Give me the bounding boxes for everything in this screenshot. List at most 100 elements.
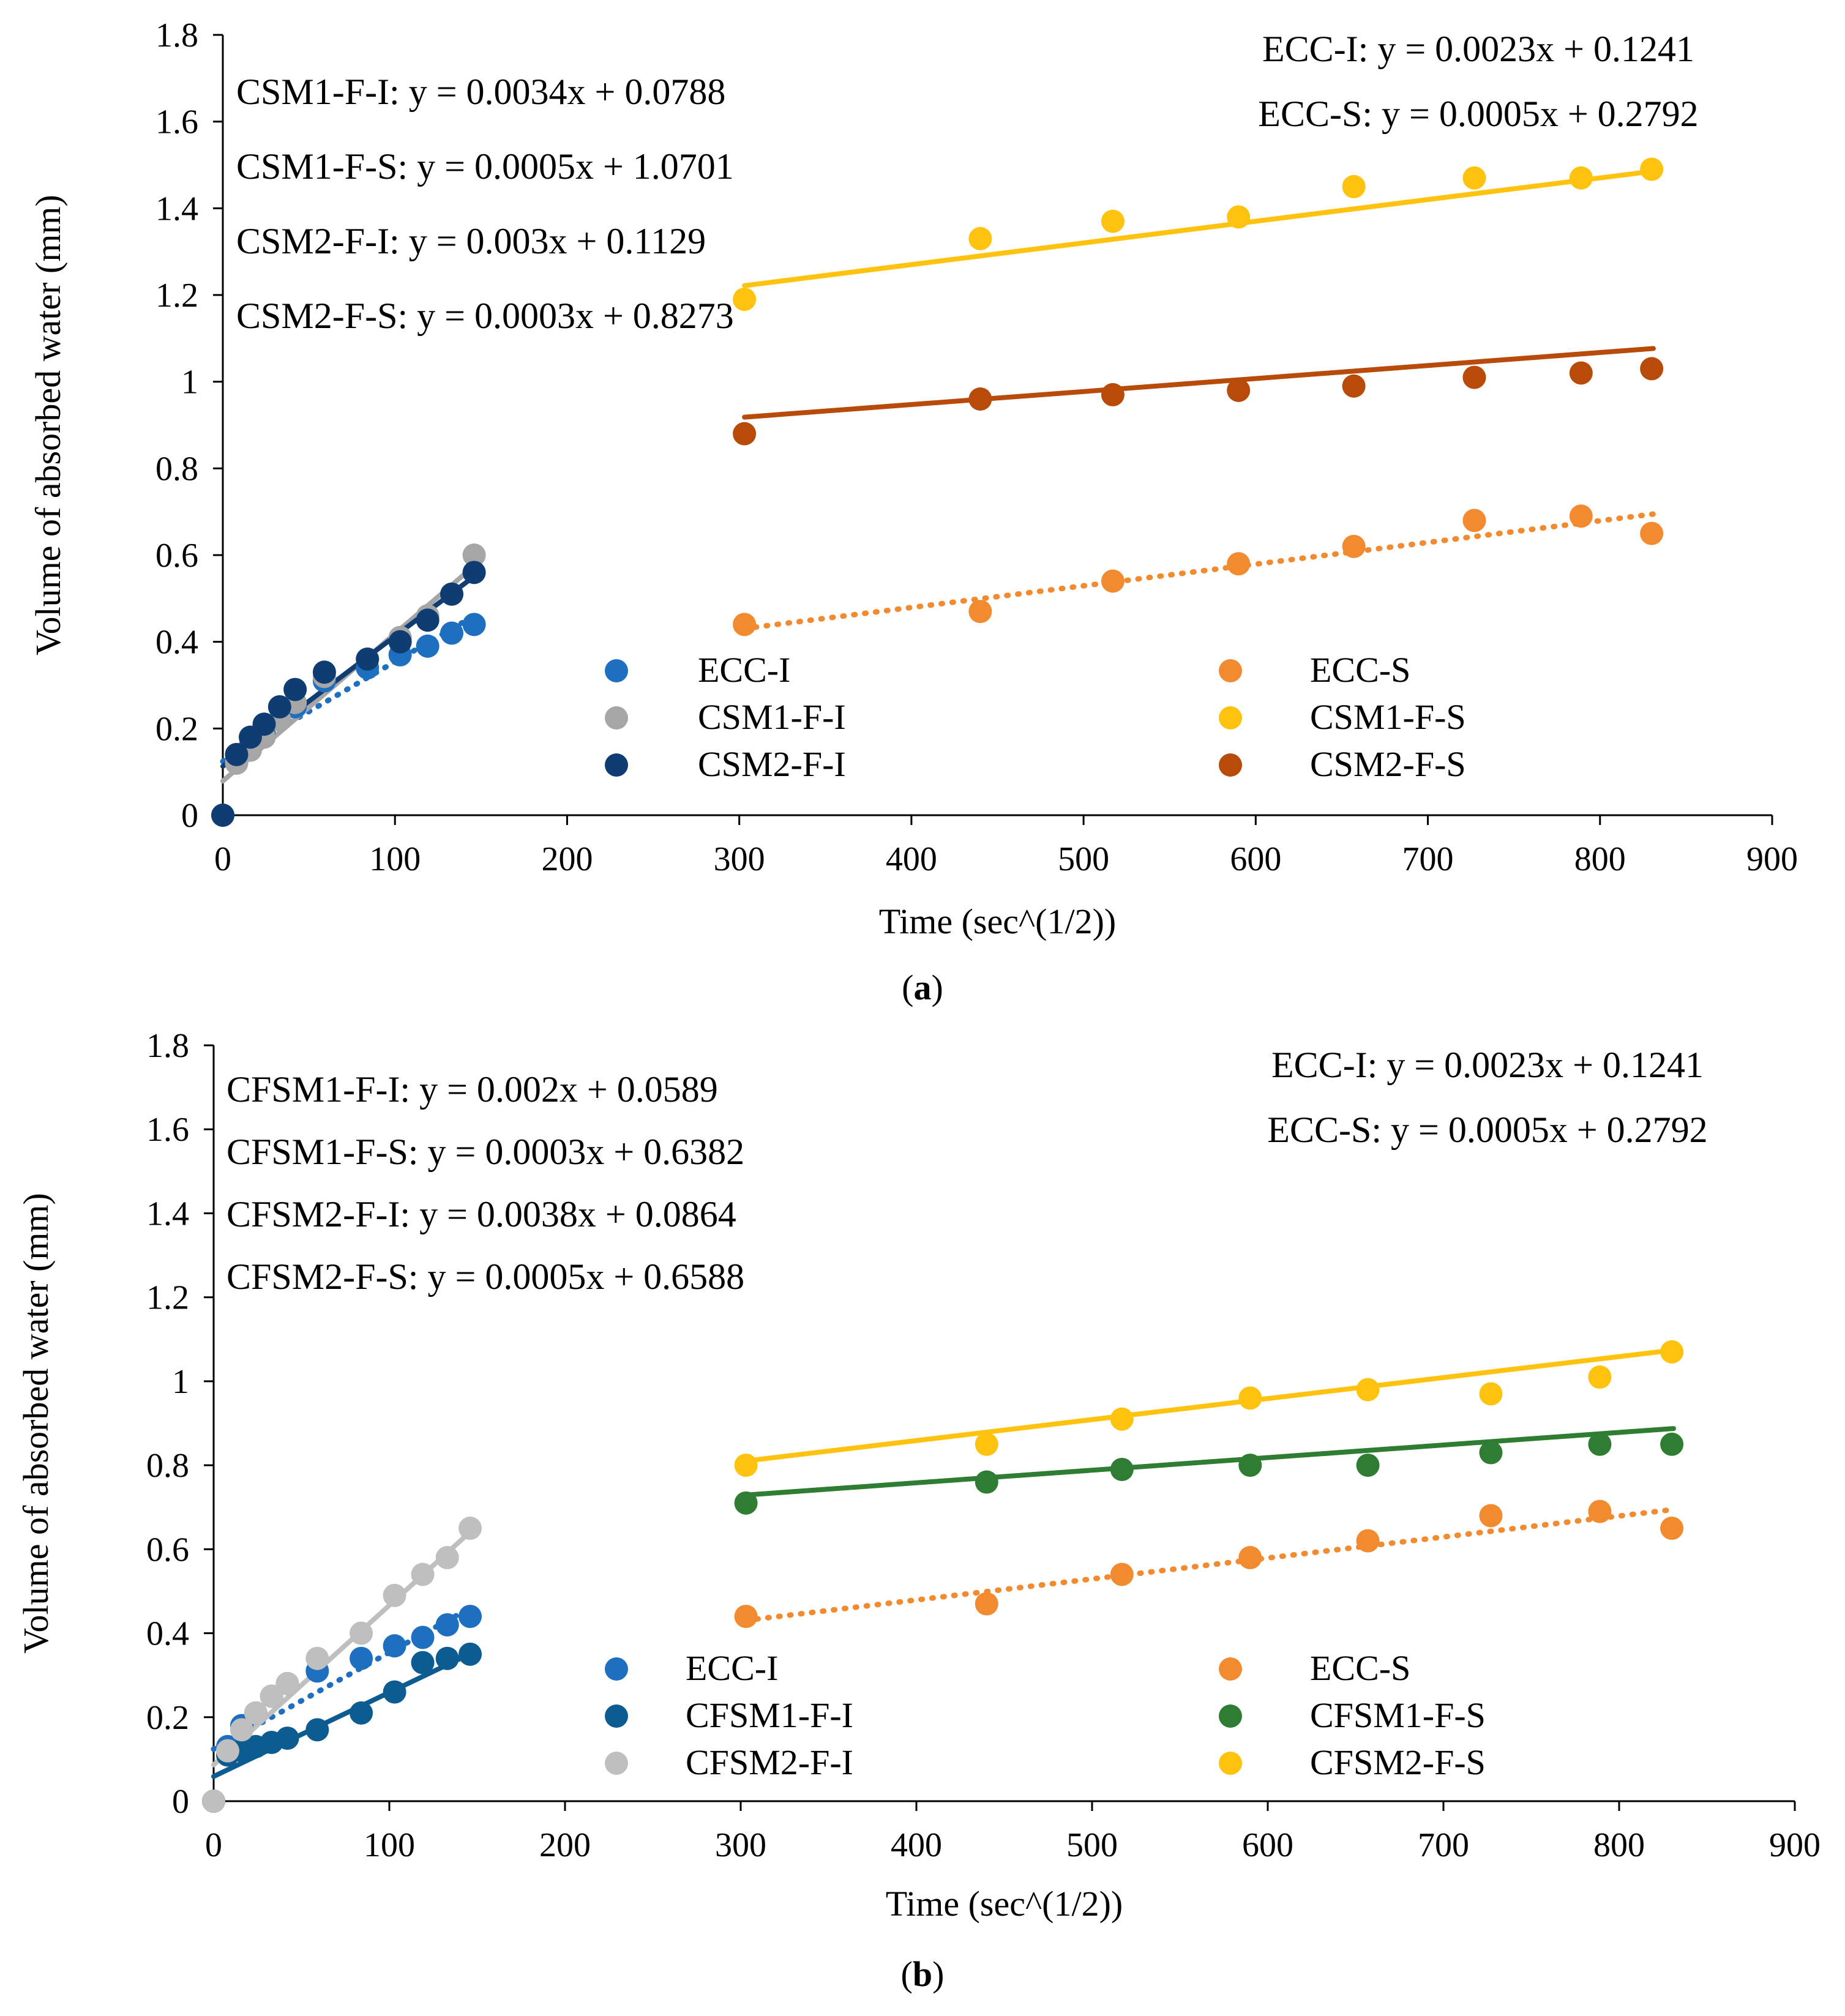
point-cfsm1-f-i xyxy=(383,1680,406,1704)
point-cfsm1-f-s xyxy=(1238,1454,1262,1477)
point-csm2-f-s xyxy=(1342,374,1366,398)
y-tick-label: 1.4 xyxy=(155,190,198,228)
point-csm2-f-i xyxy=(268,695,291,719)
point-ecc-s xyxy=(733,613,757,637)
point-cfsm2-f-s xyxy=(975,1432,998,1456)
legend-marker-cfsm1-f-i xyxy=(605,1704,628,1728)
legend-marker-ecc-i xyxy=(605,659,628,682)
x-tick-label: 600 xyxy=(1242,1826,1293,1864)
point-cfsm1-f-s xyxy=(734,1491,758,1515)
panel-a: 0 0.2 0.4 0.6 0.8 1 1.2 1.4 1.6 1.8 0 100 200 300 400 5… xyxy=(28,17,1798,1007)
equation-label: CSM2-F-I: y = 0.003x + 0.1129 xyxy=(236,221,706,261)
x-tick-label: 0 xyxy=(205,1826,222,1864)
trendline-ecc-s xyxy=(741,511,1656,632)
y-tick-label: 0.2 xyxy=(146,1699,189,1737)
point-csm2-f-i xyxy=(211,804,234,827)
point-csm1-f-s xyxy=(1462,166,1486,190)
point-ecc-i xyxy=(435,1613,459,1637)
trendline-csm1-f-s xyxy=(742,168,1656,288)
point-csm2-f-s xyxy=(733,422,757,446)
trendline-ecc-s xyxy=(743,1506,1677,1623)
point-ecc-s xyxy=(1660,1517,1684,1540)
equation-label: CFSM2-F-I: y = 0.0038x + 0.0864 xyxy=(226,1194,736,1234)
legend-label-csm1-f-i: CSM1-F-I xyxy=(698,697,846,737)
point-cfsm2-f-i xyxy=(215,1739,239,1763)
point-ecc-s xyxy=(1569,504,1593,528)
point-cfsm2-f-i xyxy=(435,1546,459,1570)
x-tick-label: 0 xyxy=(214,840,231,878)
point-csm2-f-s xyxy=(1640,357,1664,381)
y-tick-label: 1.8 xyxy=(146,1027,189,1065)
equation-label: CFSM1-F-I: y = 0.002x + 0.0589 xyxy=(226,1069,718,1110)
point-ecc-s xyxy=(1588,1499,1612,1523)
legend-label-ecc-s: ECC-S xyxy=(1310,650,1410,690)
y-tick-label: 0.8 xyxy=(155,450,198,488)
point-ecc-s xyxy=(1479,1504,1503,1528)
y-tick-label: 1 xyxy=(181,364,198,401)
y-tick-label: 0 xyxy=(181,797,198,835)
point-ecc-s xyxy=(1356,1529,1380,1553)
y-axis-title: Volume of absorbed water (mm) xyxy=(28,195,68,655)
point-cfsm2-f-i xyxy=(350,1621,373,1645)
panel-label: (a) xyxy=(902,968,943,1007)
legend-label-ecc-s: ECC-S xyxy=(1310,1648,1410,1688)
y-tick-label: 1.2 xyxy=(155,277,198,315)
x-tick-label: 200 xyxy=(539,1826,591,1864)
point-csm2-f-i xyxy=(225,742,249,766)
legend-marker-ecc-s xyxy=(1219,659,1242,682)
point-ecc-i xyxy=(411,1626,435,1649)
trendline-csm2-f-s xyxy=(742,346,1656,420)
equation-label: ECC-S: y = 0.0005x + 0.2792 xyxy=(1267,1110,1707,1150)
point-cfsm1-f-s xyxy=(1479,1441,1503,1465)
trendline-cfsm1-f-s xyxy=(743,1426,1676,1498)
point-cfsm1-f-s xyxy=(975,1470,998,1494)
point-ecc-s xyxy=(975,1592,998,1616)
x-axis-title: Time (sec^(1/2)) xyxy=(879,902,1117,941)
point-csm2-f-i xyxy=(283,678,307,701)
equation-label: ECC-I: y = 0.0023x + 0.1241 xyxy=(1271,1045,1704,1085)
legend-marker-csm2-f-i xyxy=(605,753,628,777)
point-cfsm1-f-i xyxy=(411,1651,435,1674)
panel-label-open: ( xyxy=(902,968,913,1007)
point-csm2-f-i xyxy=(252,712,276,736)
y-tick-label: 0.6 xyxy=(146,1531,189,1569)
point-csm2-f-i xyxy=(312,660,336,684)
point-csm2-f-s xyxy=(1462,365,1486,389)
equation-label: CFSM1-F-S: y = 0.0003x + 0.6382 xyxy=(226,1132,744,1172)
point-cfsm2-f-i xyxy=(230,1718,253,1742)
y-axis-title: Volume of absorbed water (mm) xyxy=(16,1193,56,1654)
point-csm1-f-s xyxy=(1101,209,1125,233)
point-csm2-f-i xyxy=(356,648,380,671)
point-ecc-s xyxy=(1342,534,1366,558)
equation-label: CSM1-F-I: y = 0.0034x + 0.0788 xyxy=(236,72,725,112)
x-tick-label: 900 xyxy=(1746,840,1798,878)
y-tick-label: 0.2 xyxy=(155,710,198,748)
panel-label-close: ) xyxy=(932,1954,944,1994)
point-ecc-i xyxy=(462,613,486,637)
point-cfsm2-f-i xyxy=(202,1790,225,1813)
legend-label-cfsm2-f-s: CFSM2-F-S xyxy=(1310,1742,1486,1782)
legend-label-cfsm2-f-i: CFSM2-F-I xyxy=(686,1742,853,1782)
point-cfsm2-f-s xyxy=(1238,1386,1262,1410)
x-tick-label: 900 xyxy=(1769,1826,1821,1864)
y-tick-label: 1.6 xyxy=(146,1111,189,1149)
x-tick-label: 300 xyxy=(715,1826,766,1864)
point-csm2-f-s xyxy=(968,387,992,411)
panel-b: 0 0.2 0.4 0.6 0.8 1 1.2 1.4 1.6 1.8 0 100 200 300 400 5… xyxy=(16,1027,1821,1994)
x-tick-label: 200 xyxy=(541,840,593,878)
point-cfsm1-f-i xyxy=(305,1718,329,1742)
point-csm2-f-i xyxy=(440,582,464,606)
point-csm1-f-s xyxy=(1569,166,1593,190)
point-cfsm1-f-i xyxy=(458,1642,482,1666)
equation-label: CFSM2-F-S: y = 0.0005x + 0.6588 xyxy=(226,1256,744,1297)
point-csm2-f-i xyxy=(416,608,440,632)
y-tick-label: 0.8 xyxy=(146,1447,189,1485)
point-ecc-i xyxy=(458,1605,482,1629)
x-tick-label: 100 xyxy=(369,840,421,878)
x-tick-label: 400 xyxy=(886,840,937,878)
legend-marker-cfsm1-f-s xyxy=(1219,1704,1242,1728)
legend-marker-csm1-f-i xyxy=(605,706,628,730)
point-csm1-f-s xyxy=(1227,205,1251,229)
point-csm1-f-s xyxy=(1342,174,1366,198)
